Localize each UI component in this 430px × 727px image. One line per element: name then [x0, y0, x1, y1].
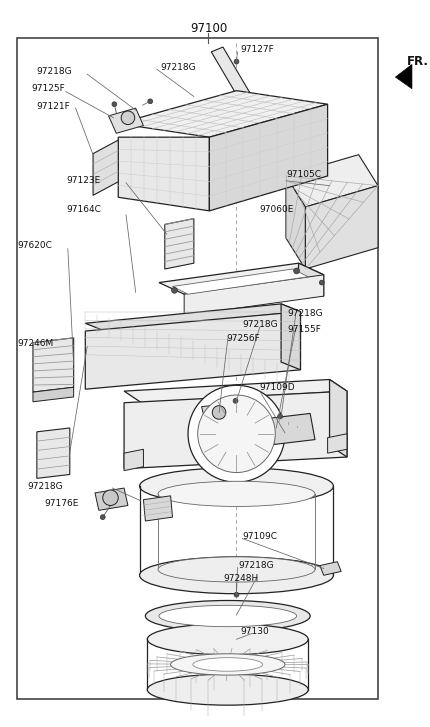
Text: 97123E: 97123E [66, 176, 100, 185]
Polygon shape [85, 304, 301, 331]
Circle shape [198, 395, 275, 473]
Text: 97620C: 97620C [18, 241, 52, 250]
Ellipse shape [140, 467, 333, 505]
Polygon shape [281, 304, 301, 370]
Ellipse shape [147, 624, 308, 655]
Bar [18, 39, 378, 699]
Text: FR.: FR. [407, 55, 429, 68]
Text: 97100: 97100 [190, 22, 227, 35]
Polygon shape [124, 449, 144, 470]
Polygon shape [37, 428, 70, 478]
Circle shape [212, 406, 226, 419]
Ellipse shape [158, 481, 315, 507]
Circle shape [294, 268, 300, 274]
Polygon shape [286, 155, 378, 207]
Polygon shape [124, 391, 347, 469]
Polygon shape [305, 185, 378, 269]
Circle shape [319, 280, 324, 285]
Polygon shape [93, 140, 118, 196]
Text: 97105C: 97105C [286, 169, 321, 179]
Polygon shape [118, 91, 328, 137]
Polygon shape [172, 269, 308, 294]
Polygon shape [202, 403, 233, 423]
Circle shape [100, 515, 105, 520]
Text: 97060E: 97060E [260, 205, 294, 214]
Polygon shape [396, 65, 412, 89]
Text: 97109C: 97109C [243, 532, 277, 541]
Polygon shape [328, 434, 347, 453]
Polygon shape [298, 263, 324, 296]
Circle shape [148, 99, 153, 104]
Polygon shape [118, 137, 209, 211]
Polygon shape [144, 496, 172, 521]
Text: 97125F: 97125F [31, 84, 65, 93]
Ellipse shape [193, 658, 263, 671]
Polygon shape [329, 379, 347, 457]
Text: 97176E: 97176E [45, 499, 79, 508]
Circle shape [103, 490, 118, 505]
Text: 97155F: 97155F [287, 324, 321, 334]
Circle shape [188, 385, 285, 482]
Ellipse shape [159, 606, 297, 627]
Text: 97218G: 97218G [27, 481, 63, 491]
Text: 97121F: 97121F [37, 102, 71, 111]
Circle shape [172, 287, 177, 293]
Text: 97218G: 97218G [243, 320, 278, 329]
Polygon shape [320, 562, 341, 575]
Polygon shape [95, 488, 128, 510]
Ellipse shape [147, 674, 308, 705]
Polygon shape [124, 379, 347, 403]
Polygon shape [211, 47, 255, 106]
Ellipse shape [158, 557, 315, 582]
Text: 97218G: 97218G [160, 63, 196, 72]
Polygon shape [184, 275, 324, 316]
Circle shape [278, 414, 283, 419]
Polygon shape [209, 104, 328, 211]
Polygon shape [33, 387, 74, 402]
Polygon shape [286, 176, 305, 269]
Text: 97109D: 97109D [260, 382, 295, 392]
Text: 97130: 97130 [240, 627, 269, 636]
Polygon shape [165, 219, 194, 269]
Ellipse shape [145, 601, 310, 632]
Polygon shape [33, 338, 74, 392]
Circle shape [234, 593, 239, 597]
Circle shape [121, 111, 135, 124]
Text: 97218G: 97218G [287, 309, 322, 318]
Text: 97127F: 97127F [240, 46, 274, 55]
Polygon shape [270, 414, 315, 444]
Text: 97218G: 97218G [238, 561, 274, 570]
Text: 97248H: 97248H [223, 574, 258, 582]
Text: 97246M: 97246M [18, 339, 54, 348]
Ellipse shape [140, 557, 333, 594]
Text: 97256F: 97256F [227, 334, 261, 343]
Circle shape [233, 398, 238, 403]
Circle shape [112, 102, 117, 107]
Polygon shape [159, 263, 324, 294]
Polygon shape [108, 108, 144, 133]
Text: 97218G: 97218G [37, 67, 73, 76]
Polygon shape [85, 312, 301, 389]
Text: 97164C: 97164C [66, 205, 101, 214]
Circle shape [234, 59, 239, 64]
Ellipse shape [171, 654, 285, 675]
